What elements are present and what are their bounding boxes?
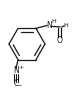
Text: +: + <box>18 65 23 70</box>
Text: H: H <box>64 23 68 28</box>
Text: N: N <box>13 66 19 75</box>
Text: H: H <box>51 19 56 24</box>
Text: N: N <box>47 21 52 30</box>
Text: C: C <box>13 79 19 88</box>
Text: -: - <box>19 81 22 90</box>
Text: O: O <box>57 36 62 45</box>
